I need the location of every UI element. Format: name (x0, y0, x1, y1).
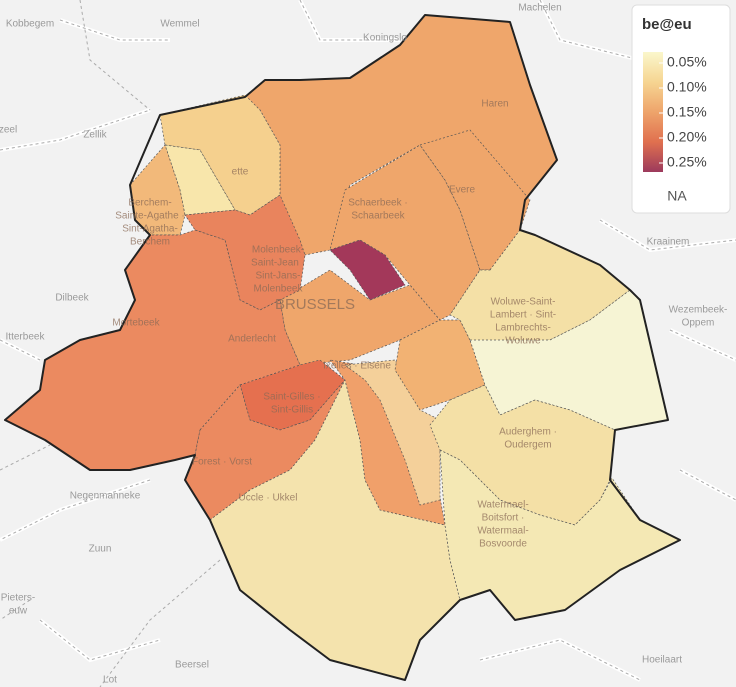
place-label: Oppem (682, 318, 715, 329)
place-label: Molenbeek (254, 284, 304, 295)
place-label: Wezembeek- (669, 305, 728, 316)
legend: be@eu NA 0.05% 0.10% 0.15% 0.20% 0.25% (631, 4, 731, 214)
legend-na: NA (667, 188, 687, 204)
place-label: Uccle · Ukkel (239, 493, 298, 504)
place-label: Dilbeek (55, 293, 89, 304)
place-label: Oudergem (504, 440, 551, 451)
place-labels: Kobbegem Wemmel Machelen Koningslo Zellik zee… (0, 3, 727, 686)
region-border (4, 14, 681, 681)
commune (469, 289, 669, 431)
place-label: Negenmanneke (70, 491, 141, 502)
place-label: euw (9, 606, 28, 617)
place-label: Watermael- (477, 500, 528, 511)
legend-tick-label: 0.25% (667, 154, 707, 170)
legend-tick-label: 0.15% (667, 104, 707, 120)
place-label: Kobbegem (6, 19, 54, 30)
place-label: zeel (0, 125, 17, 136)
place-label: Sint-Jans- (255, 271, 300, 282)
place-label: Sint-Gillis (271, 405, 313, 416)
place-label: Schaarbeek (351, 211, 405, 222)
place-label: Saint-Gilles · (263, 392, 320, 403)
place-label: Hoeilaart (642, 655, 682, 666)
place-label: Auderghem · (499, 427, 557, 438)
place-label: Haren (481, 99, 508, 110)
color-bar (643, 52, 663, 172)
commune (329, 239, 406, 301)
place-label: Bosvoorde (479, 539, 527, 550)
place-label: Sainte-Agathe · (115, 211, 185, 222)
place-label: Zuun (89, 544, 112, 555)
place-label: Machelen (518, 3, 561, 14)
legend-tick-label: 0.20% (667, 129, 707, 145)
place-label: Saint-Jean · (251, 258, 305, 269)
legend-tick-label: 0.05% (667, 54, 707, 70)
commune (394, 319, 486, 411)
place-label: Watermaal- (477, 526, 528, 537)
commune (344, 359, 441, 506)
place-label: Itterbeek (6, 332, 46, 343)
place-label: Koningslo (363, 33, 407, 44)
commune (129, 144, 186, 236)
place-label: BRUSSELS (275, 296, 355, 313)
place-label: Berchem (130, 237, 170, 248)
place-label: ette (232, 167, 249, 178)
legend-tick-label: 0.10% (667, 79, 707, 95)
place-label: Forest · Vorst (192, 457, 252, 468)
place-label: Zellik (83, 130, 107, 141)
place-label: Woluwe-Saint- (491, 297, 556, 308)
legend-title: be@eu (642, 16, 692, 33)
place-label: Lot (103, 675, 117, 686)
place-label: Ixelles · Elsene (323, 361, 391, 372)
communes (4, 14, 681, 681)
place-label: Wemmel (160, 19, 199, 30)
place-label: Lambrechts- (495, 323, 551, 334)
place-label: Boitsfort · (482, 513, 525, 524)
place-label: Schaerbeek · (348, 198, 407, 209)
place-label: Evere (449, 185, 476, 196)
place-label: Kraainem (647, 237, 690, 248)
place-label: Beersel (175, 660, 209, 671)
place-label: Mortebeek (112, 318, 160, 329)
commune (184, 194, 306, 311)
place-label: Anderlecht (228, 334, 276, 345)
place-label: Sint-Agatha- (122, 224, 178, 235)
place-label: Berchem- (128, 198, 171, 209)
place-label: Pieters- (1, 593, 35, 604)
place-label: Molenbeek- (252, 245, 304, 256)
place-label: Woluwe (505, 336, 541, 347)
commune (244, 14, 558, 256)
commune (419, 129, 531, 271)
place-label: Lambert · Sint- (490, 310, 556, 321)
